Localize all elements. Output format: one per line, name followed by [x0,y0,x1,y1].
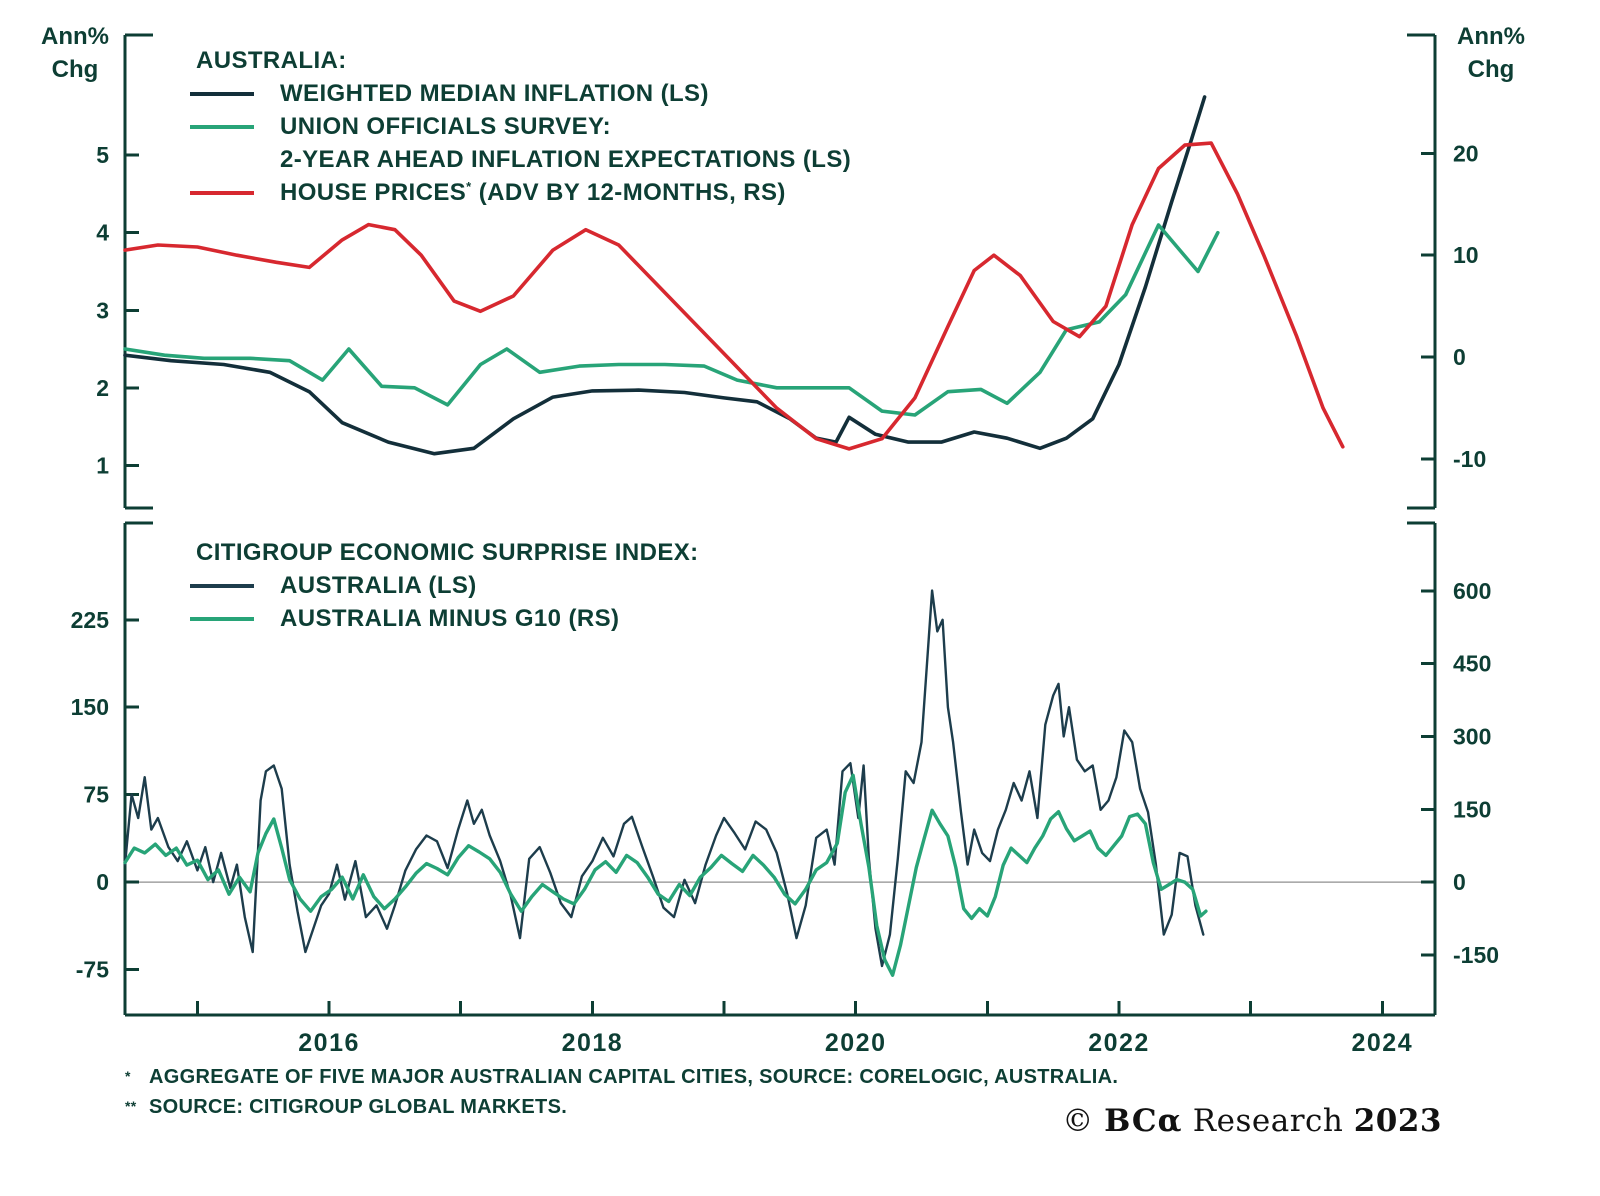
green-line-swatch [190,616,254,621]
legend-row-house-prices: HOUSE PRICES* (ADV BY 12-MONTHS, RS) [190,176,851,209]
legend-label: AUSTRALIA MINUS G10 (RS) [280,604,620,632]
footnote-2-text: SOURCE: CITIGROUP GLOBAL MARKETS. [149,1096,568,1118]
legend-label: AUSTRALIA (LS) [280,571,477,599]
x-tick-label: 2018 [562,1029,624,1057]
legend-row-union-survey-continuation: 2-YEAR AHEAD INFLATION EXPECTATIONS (LS) [190,143,851,176]
right-tick-label: -10 [1453,446,1486,472]
x-tick-label: 2016 [298,1029,360,1057]
left-tick-label: 3 [96,297,109,323]
legend-row-union-officials-survey: UNION OFFICIALS SURVEY: [190,110,851,143]
footnote-1: * AGGREGATE OF FIVE MAJOR AUSTRALIAN CAPI… [125,1062,1118,1092]
left-axis-unit-line2: Chg [51,56,99,83]
dark-line-swatch [190,91,254,96]
series-australia-ls [123,589,1205,968]
top-panel-legend: AUSTRALIA: WEIGHTED MEDIAN INFLATION (LS… [190,44,851,209]
right-tick-label: -150 [1453,942,1499,968]
footnote-2: ** SOURCE: CITIGROUP GLOBAL MARKETS. [125,1092,1118,1122]
right-tick-label: 600 [1453,578,1491,604]
footnote-marker-ref: * [466,178,472,194]
left-tick-label: 0 [96,869,109,895]
x-tick-label: 2020 [825,1029,887,1057]
right-axis-unit-line1: Ann% [1457,23,1525,50]
legend-row-cesi-australia-minus-g10: AUSTRALIA MINUS G10 (RS) [190,602,699,635]
bottom-legend-title: CITIGROUP ECONOMIC SURPRISE INDEX: [196,538,699,566]
bca-research-logo: © BCα Research 2023 [1062,1103,1442,1139]
bca-brand: BCα [1104,1103,1183,1139]
legend-label: HOUSE PRICES* (ADV BY 12-MONTHS, RS) [280,178,786,206]
right-axis-unit-line2: Chg [1467,56,1515,83]
series-australia-minus-g10-rs [123,773,1208,977]
left-tick-label: 2 [96,375,109,401]
legend-row-weighted-median-inflation: WEIGHTED MEDIAN INFLATION (LS) [190,77,851,110]
right-tick-label: 150 [1453,796,1491,822]
left-tick-label: 4 [96,220,109,246]
x-tick-label: 2022 [1088,1029,1150,1057]
right-tick-label: 450 [1453,651,1491,677]
legend-label: UNION OFFICIALS SURVEY: [280,112,611,140]
footnote-1-marker: * [125,1068,131,1084]
red-line-swatch [190,190,254,195]
left-tick-label: 75 [83,782,109,808]
left-axis-unit-line1: Ann% [41,23,109,50]
footnote-2-marker: ** [125,1098,137,1114]
right-tick-label: 0 [1453,344,1466,370]
footnote-1-text: AGGREGATE OF FIVE MAJOR AUSTRALIAN CAPIT… [149,1066,1119,1088]
top-legend-title: AUSTRALIA: [196,46,347,74]
right-axis-unit: Ann% Chg [1452,20,1530,86]
right-tick-label: 20 [1453,140,1479,166]
navy-line-swatch [190,583,254,588]
copyright-symbol: © [1062,1103,1094,1139]
panel-top: 1 2 3 4 5 -10 0 10 20 [96,33,1486,510]
left-tick-label: 225 [71,607,110,633]
right-tick-label: 0 [1453,869,1466,895]
empty-swatch [190,158,254,162]
panel-bottom: -75 0 75 150 225 -150 0 150 300 450 600 2016 2018 202… [71,521,1499,1057]
x-tick-label: 2024 [1351,1029,1413,1057]
left-tick-label: -75 [76,957,109,983]
series-house-prices-adv-by-12-months-rs [123,141,1345,451]
right-tick-label: 300 [1453,724,1491,750]
logo-year: 2023 [1353,1103,1442,1139]
footnotes: * AGGREGATE OF FIVE MAJOR AUSTRALIAN CAPI… [125,1062,1118,1122]
green-line-swatch [190,124,254,129]
left-tick-label: 1 [96,452,109,478]
logo-name: Research [1192,1103,1344,1139]
bottom-panel-legend: CITIGROUP ECONOMIC SURPRISE INDEX: AUSTR… [190,536,699,635]
left-tick-label: 5 [96,142,109,168]
right-tick-label: 10 [1453,242,1479,268]
series-union-officials-survey-2-year-ahead-inflation-expectations-ls [123,223,1220,417]
legend-label: 2-YEAR AHEAD INFLATION EXPECTATIONS (LS) [280,145,852,173]
left-tick-label: 150 [71,694,109,720]
legend-row-cesi-australia: AUSTRALIA (LS) [190,569,699,602]
left-axis-unit: Ann% Chg [38,20,112,86]
legend-label: WEIGHTED MEDIAN INFLATION (LS) [280,79,709,107]
